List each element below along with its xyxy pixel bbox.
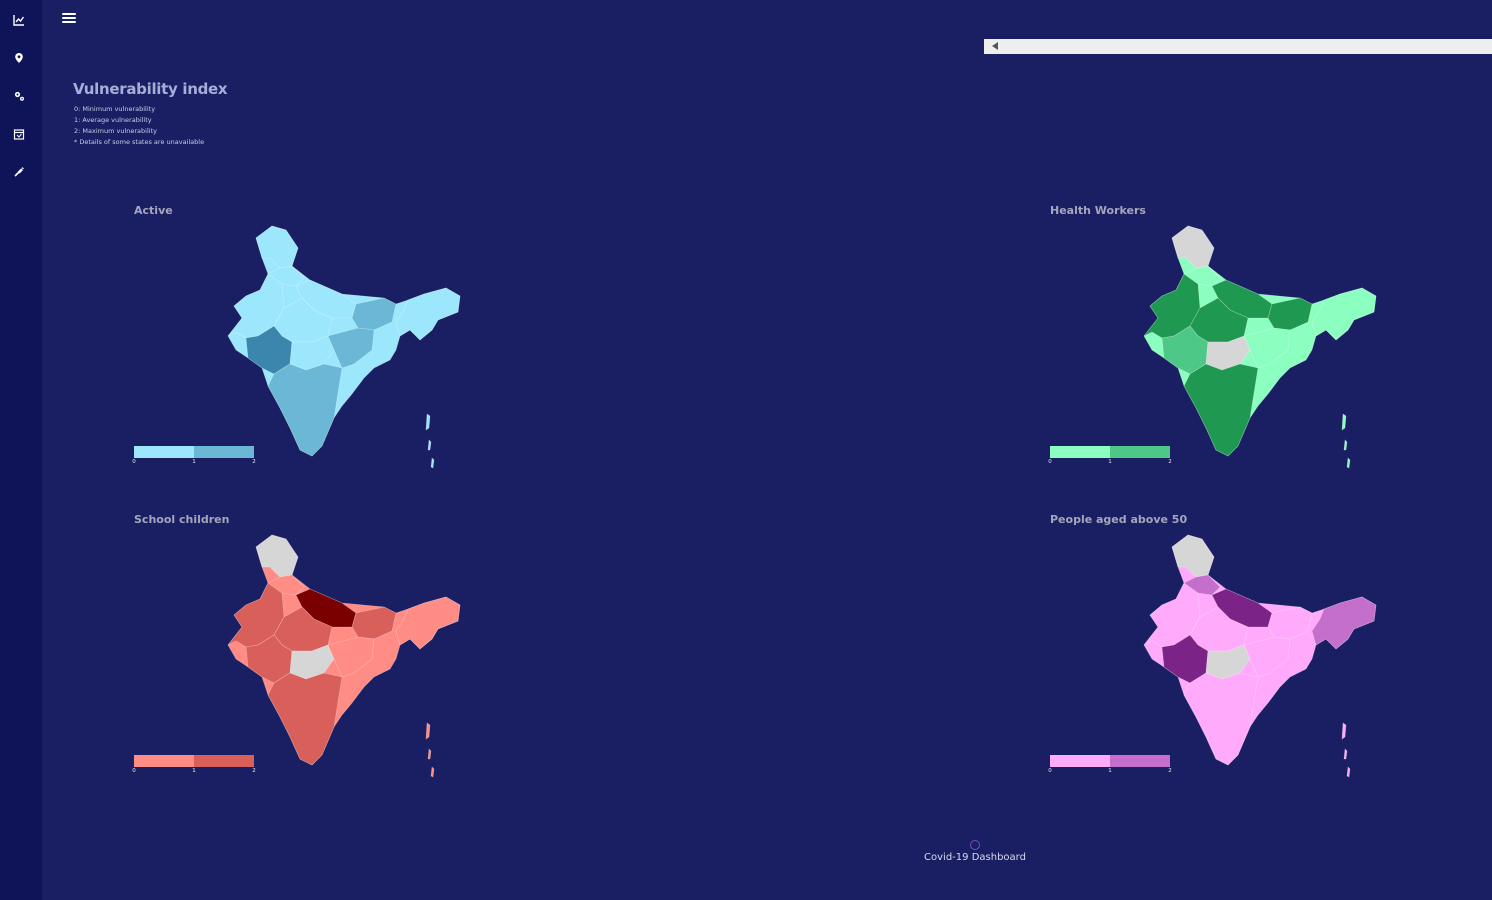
legend-tick: 0 <box>1048 459 1052 465</box>
legend-tick: 1 <box>1108 459 1112 465</box>
legend-tick: 0 <box>132 768 136 774</box>
legend-swatch <box>134 755 194 767</box>
state-region[interactable] <box>395 596 461 650</box>
state-region[interactable] <box>255 225 299 269</box>
footer-text: Covid-19 Dashboard <box>924 852 1026 863</box>
island-region[interactable] <box>1341 413 1351 469</box>
legend-notes: 0: Minimum vulnerability 1: Average vuln… <box>74 104 204 148</box>
legend-tick: 1 <box>192 768 196 774</box>
map-panel-health-workers: Health Workers 0 1 2 <box>1048 204 1410 480</box>
calendar-icon[interactable] <box>11 126 27 142</box>
legend-tick: 2 <box>1168 459 1172 465</box>
island-region[interactable] <box>425 413 435 469</box>
state-region[interactable] <box>327 327 375 369</box>
panel-title: People aged above 50 <box>1050 513 1188 526</box>
map-panel-school-children: School children 0 1 2 <box>132 513 494 789</box>
footer: Covid-19 Dashboard <box>900 840 1050 863</box>
gears-icon[interactable] <box>11 88 27 104</box>
panel-title: Active <box>134 204 173 217</box>
legend-swatch <box>1110 755 1170 767</box>
legend-ticks: 0 1 2 <box>132 768 258 776</box>
legend-ticks: 0 1 2 <box>1048 768 1174 776</box>
legend-swatch <box>1110 446 1170 458</box>
state-region[interactable] <box>1243 327 1291 369</box>
choropleth-map[interactable] <box>224 218 484 480</box>
state-region[interactable] <box>1171 225 1215 269</box>
choropleth-map[interactable] <box>1140 527 1400 789</box>
color-legend <box>1050 446 1170 458</box>
state-region[interactable] <box>1171 534 1215 578</box>
location-pin-icon[interactable] <box>11 50 27 66</box>
legend-tick: 2 <box>252 459 256 465</box>
state-region[interactable] <box>1311 287 1377 341</box>
legend-swatch <box>1050 446 1110 458</box>
map-panel-aged-above-50: People aged above 50 0 1 2 <box>1048 513 1410 789</box>
legend-tick: 1 <box>192 459 196 465</box>
syringe-icon[interactable] <box>11 164 27 180</box>
island-region[interactable] <box>425 722 435 778</box>
color-legend <box>1050 755 1170 767</box>
color-legend <box>134 755 254 767</box>
color-legend <box>134 446 254 458</box>
chart-icon[interactable] <box>11 12 27 28</box>
note-line: * Details of some states are unavailable <box>74 138 205 146</box>
page-title: Vulnerability index <box>73 80 228 98</box>
menu-toggle-button[interactable] <box>62 11 76 25</box>
legend-tick: 0 <box>132 459 136 465</box>
legend-swatch <box>194 755 254 767</box>
state-region[interactable] <box>1311 596 1377 650</box>
panel-title: Health Workers <box>1050 204 1146 217</box>
map-panel-active: Active 0 1 2 <box>132 204 494 480</box>
choropleth-map[interactable] <box>1140 218 1400 480</box>
date-slider-track[interactable] <box>984 39 1492 54</box>
legend-ticks: 0 1 2 <box>132 459 258 467</box>
state-region[interactable] <box>1183 672 1259 766</box>
legend-tick: 2 <box>252 768 256 774</box>
github-icon[interactable] <box>970 840 980 850</box>
note-line: 2: Maximum vulnerability <box>74 127 157 135</box>
choropleth-map[interactable] <box>224 527 484 789</box>
note-line: 1: Average vulnerability <box>74 116 152 124</box>
state-region[interactable] <box>327 636 375 678</box>
state-region[interactable] <box>395 287 461 341</box>
legend-tick: 2 <box>1168 768 1172 774</box>
legend-swatch <box>134 446 194 458</box>
legend-swatch <box>194 446 254 458</box>
sidebar <box>0 0 42 900</box>
legend-swatch <box>1050 755 1110 767</box>
slider-left-arrow-icon[interactable] <box>992 42 998 50</box>
state-region[interactable] <box>267 363 343 457</box>
state-region[interactable] <box>267 672 343 766</box>
legend-ticks: 0 1 2 <box>1048 459 1174 467</box>
state-region[interactable] <box>1243 636 1291 678</box>
note-line: 0: Minimum vulnerability <box>74 105 156 113</box>
legend-tick: 1 <box>1108 768 1112 774</box>
legend-tick: 0 <box>1048 768 1052 774</box>
panel-title: School children <box>134 513 230 526</box>
island-region[interactable] <box>1341 722 1351 778</box>
state-region[interactable] <box>1183 363 1259 457</box>
state-region[interactable] <box>255 534 299 578</box>
